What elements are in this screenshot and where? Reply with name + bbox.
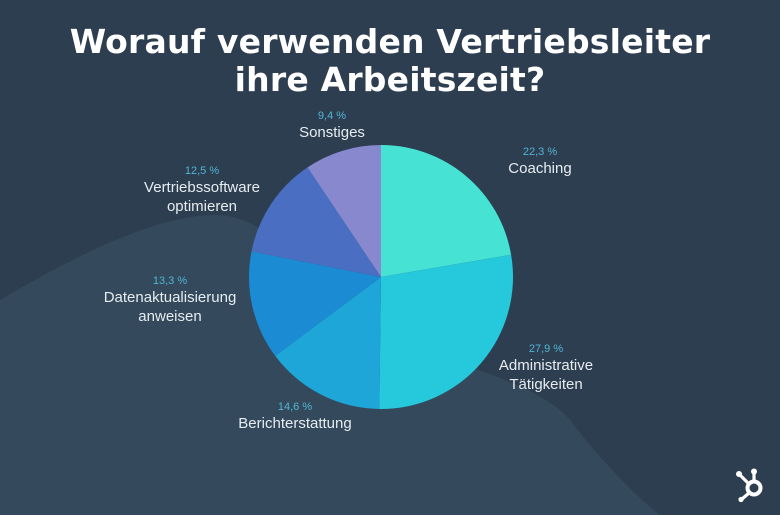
- chart-title-line-2: ihre Arbeitszeit?: [234, 60, 546, 99]
- slice-value-berichterstattung: 14,6 %: [277, 401, 313, 413]
- slice-value-administrative: 27,9 %: [528, 343, 564, 355]
- slice-value-sonstiges: 9,4 %: [317, 110, 347, 122]
- pie-slice-datenaktualisierung-anweisen: [249, 251, 381, 356]
- slice-value-datenaktualisierung: 13,3 %: [152, 275, 188, 287]
- slice-label-sonstiges: 9,4 % Sonstiges: [282, 110, 382, 142]
- slice-label-berichterstattung: 14,6 % Berichterstattung: [225, 401, 365, 433]
- slice-name-berichterstattung: Berichterstattung: [238, 415, 352, 432]
- slice-name-administrative: Administrative Tätigkeiten: [498, 357, 594, 393]
- slice-label-vertriebssoftware: 12,5 % Vertriebssoftware optimieren: [122, 165, 282, 216]
- pie-slice-berichterstattung: [275, 277, 381, 409]
- slice-label-datenaktualisierung: 13,3 % Datenaktualisierung anweisen: [90, 275, 250, 326]
- pie-slice-coaching: [381, 144, 512, 277]
- slice-name-coaching: Coaching: [508, 160, 572, 177]
- slice-value-coaching: 22,3 %: [522, 146, 558, 158]
- pie-slice-administrative-tätigkeiten: [379, 254, 514, 410]
- slice-name-vertriebssoftware: Vertriebssoftware optimieren: [144, 179, 260, 215]
- slice-value-vertriebssoftware: 12,5 %: [184, 165, 220, 177]
- slice-label-administrative: 27,9 % Administrative Tätigkeiten: [476, 343, 616, 394]
- pie-slice-vertriebssoftware-optimieren: [251, 167, 381, 277]
- slice-name-datenaktualisierung: Datenaktualisierung anweisen: [103, 289, 237, 325]
- slice-label-coaching: 22,3 % Coaching: [490, 146, 590, 178]
- chart-title-line-1: Worauf verwenden Vertriebsleiter: [69, 22, 711, 61]
- pie-chart: [249, 144, 514, 410]
- hubspot-sprocket-icon: [736, 468, 763, 503]
- pie-slice-sonstiges: [307, 145, 381, 277]
- slice-name-sonstiges: Sonstiges: [299, 124, 365, 141]
